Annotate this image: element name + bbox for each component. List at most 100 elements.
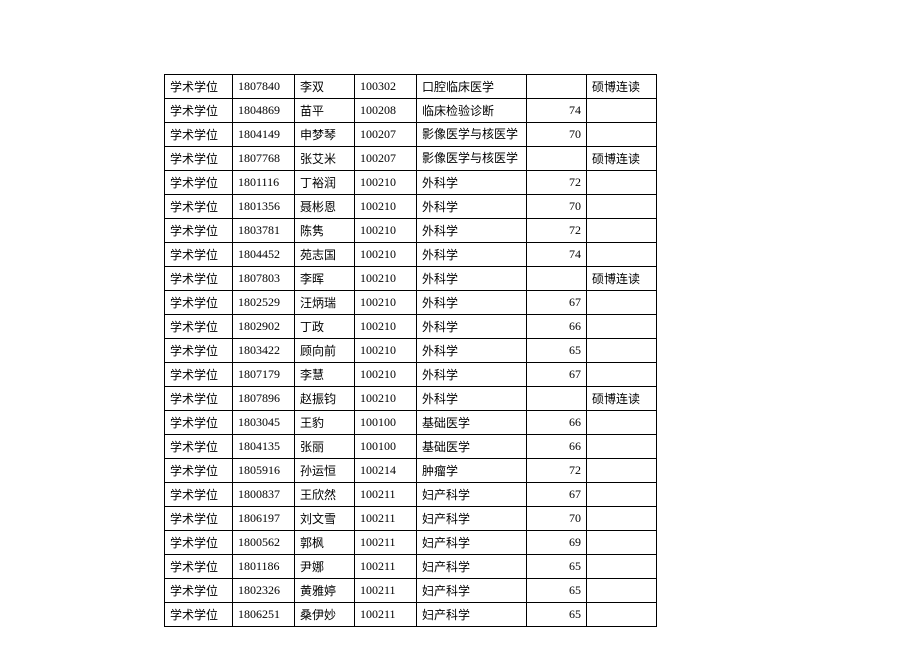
cell-note: 硕博连读 [587,387,657,411]
cell-degree: 学术学位 [165,291,233,315]
table-row: 学术学位1807179李慧100210外科学67 [165,363,657,387]
cell-note [587,531,657,555]
cell-code: 100207 [355,123,417,147]
cell-code: 100214 [355,459,417,483]
cell-degree: 学术学位 [165,579,233,603]
table-row: 学术学位1802529汪炳瑞100210外科学67 [165,291,657,315]
cell-degree: 学术学位 [165,315,233,339]
cell-note [587,459,657,483]
cell-code: 100211 [355,579,417,603]
cell-major: 外科学 [417,291,527,315]
cell-code: 100211 [355,507,417,531]
table-row: 学术学位1800562郭枫100211妇产科学69 [165,531,657,555]
cell-degree: 学术学位 [165,507,233,531]
cell-code: 100100 [355,435,417,459]
cell-name: 顾向前 [295,339,355,363]
cell-degree: 学术学位 [165,411,233,435]
table-row: 学术学位1800837王欣然100211妇产科学67 [165,483,657,507]
cell-degree: 学术学位 [165,171,233,195]
cell-id: 1804149 [233,123,295,147]
table-row: 学术学位1807896赵振钧100210外科学硕博连读 [165,387,657,411]
cell-note [587,123,657,147]
cell-score: 70 [527,123,587,147]
cell-name: 尹娜 [295,555,355,579]
table-row: 学术学位1801356聂彬恩100210外科学70 [165,195,657,219]
cell-name: 汪炳瑞 [295,291,355,315]
cell-major: 外科学 [417,387,527,411]
cell-degree: 学术学位 [165,219,233,243]
cell-id: 1805916 [233,459,295,483]
cell-degree: 学术学位 [165,555,233,579]
cell-code: 100100 [355,411,417,435]
cell-score: 67 [527,363,587,387]
cell-id: 1804869 [233,99,295,123]
cell-major: 口腔临床医学 [417,75,527,99]
cell-code: 100210 [355,219,417,243]
cell-note [587,243,657,267]
cell-major: 外科学 [417,267,527,291]
cell-name: 王豹 [295,411,355,435]
cell-note [587,483,657,507]
cell-major: 外科学 [417,171,527,195]
cell-code: 100210 [355,195,417,219]
table-row: 学术学位1806251桑伊妙100211妇产科学65 [165,603,657,627]
cell-code: 100210 [355,243,417,267]
cell-id: 1804135 [233,435,295,459]
cell-degree: 学术学位 [165,531,233,555]
cell-name: 张丽 [295,435,355,459]
cell-code: 100207 [355,147,417,171]
cell-major: 妇产科学 [417,579,527,603]
cell-degree: 学术学位 [165,363,233,387]
cell-major: 外科学 [417,363,527,387]
cell-score: 66 [527,411,587,435]
cell-id: 1807768 [233,147,295,171]
cell-degree: 学术学位 [165,435,233,459]
table-row: 学术学位1802326黄雅婷100211妇产科学65 [165,579,657,603]
table-row: 学术学位1804149申梦琴100207影像医学与核医学70 [165,123,657,147]
cell-code: 100210 [355,339,417,363]
cell-score: 67 [527,291,587,315]
cell-score: 65 [527,555,587,579]
cell-id: 1803422 [233,339,295,363]
table-row: 学术学位1803422顾向前100210外科学65 [165,339,657,363]
cell-score: 65 [527,339,587,363]
cell-note: 硕博连读 [587,267,657,291]
cell-id: 1800837 [233,483,295,507]
cell-degree: 学术学位 [165,387,233,411]
cell-major: 肿瘤学 [417,459,527,483]
cell-note [587,315,657,339]
cell-score [527,387,587,411]
cell-name: 王欣然 [295,483,355,507]
table-row: 学术学位1803045王豹100100基础医学66 [165,411,657,435]
cell-major: 基础医学 [417,411,527,435]
cell-code: 100210 [355,171,417,195]
cell-name: 张艾米 [295,147,355,171]
cell-id: 1806251 [233,603,295,627]
table-row: 学术学位1807768张艾米100207影像医学与核医学硕博连读 [165,147,657,171]
cell-note [587,435,657,459]
cell-score [527,75,587,99]
cell-major: 妇产科学 [417,555,527,579]
cell-score: 70 [527,507,587,531]
cell-id: 1807840 [233,75,295,99]
table-row: 学术学位1801186尹娜100211妇产科学65 [165,555,657,579]
table-row: 学术学位1801116丁裕润100210外科学72 [165,171,657,195]
table-row: 学术学位1803781陈隽100210外科学72 [165,219,657,243]
cell-score: 66 [527,315,587,339]
cell-name: 赵振钧 [295,387,355,411]
cell-code: 100210 [355,387,417,411]
cell-note [587,171,657,195]
cell-name: 李晖 [295,267,355,291]
cell-name: 陈隽 [295,219,355,243]
cell-name: 苗平 [295,99,355,123]
cell-id: 1802326 [233,579,295,603]
cell-name: 郭枫 [295,531,355,555]
cell-id: 1803781 [233,219,295,243]
cell-major: 基础医学 [417,435,527,459]
cell-major: 妇产科学 [417,603,527,627]
cell-code: 100210 [355,267,417,291]
cell-code: 100208 [355,99,417,123]
cell-code: 100210 [355,291,417,315]
cell-major: 影像医学与核医学 [417,147,527,171]
cell-degree: 学术学位 [165,243,233,267]
